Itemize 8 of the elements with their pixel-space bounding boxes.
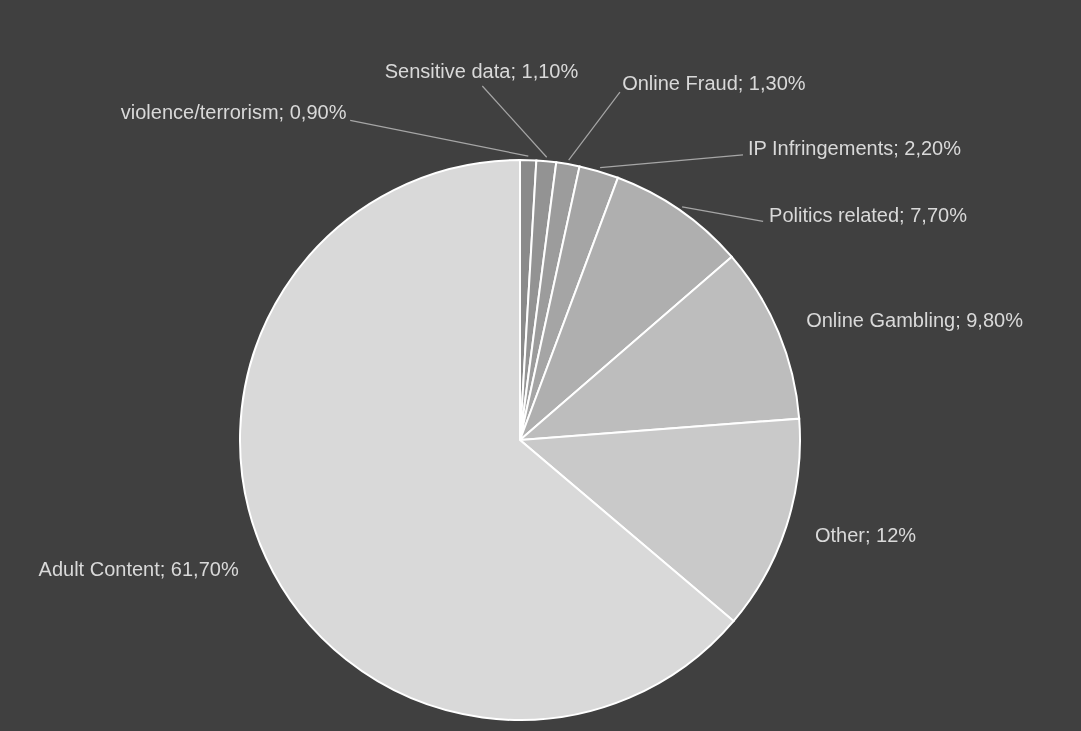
slice-label: Sensitive data; 1,10%	[384, 60, 579, 83]
slice-label: Other; 12%	[814, 523, 917, 546]
slice-label: Online Fraud; 1,30%	[622, 72, 806, 95]
slice-label: IP Infringements; 2,20%	[747, 136, 962, 159]
slice-label: Adult Content; 61,70%	[38, 558, 239, 581]
slice-label: violence/terrorism; 0,90%	[120, 101, 347, 124]
slice-label: Online Gambling; 9,80%	[806, 308, 1024, 331]
slice-label: Politics related; 7,70%	[769, 203, 968, 226]
